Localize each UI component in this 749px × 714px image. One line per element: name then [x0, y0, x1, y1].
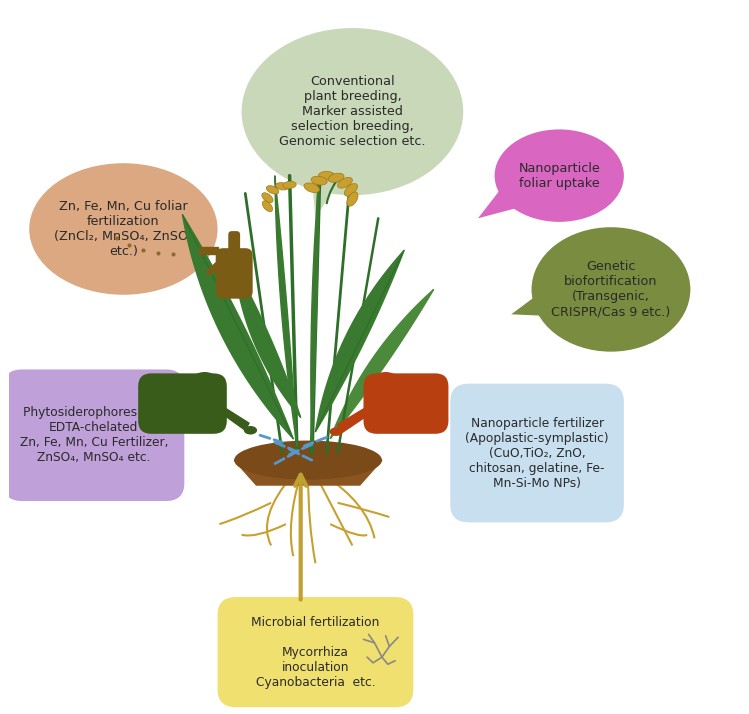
- Ellipse shape: [494, 129, 624, 222]
- Ellipse shape: [318, 171, 335, 180]
- Polygon shape: [315, 251, 404, 432]
- Polygon shape: [275, 176, 297, 446]
- Ellipse shape: [276, 183, 289, 190]
- Polygon shape: [311, 176, 319, 446]
- Ellipse shape: [234, 441, 382, 480]
- Polygon shape: [330, 289, 434, 439]
- Polygon shape: [198, 247, 218, 254]
- Ellipse shape: [262, 201, 273, 211]
- Polygon shape: [311, 166, 342, 218]
- FancyBboxPatch shape: [217, 597, 413, 708]
- Ellipse shape: [347, 192, 358, 206]
- Ellipse shape: [242, 28, 463, 195]
- Polygon shape: [183, 215, 294, 439]
- Text: Nanoparticle
foliar uptake: Nanoparticle foliar uptake: [518, 161, 600, 190]
- Text: Phytosiderophores and
EDTA-chelated
Zn, Fe, Mn, Cu Fertilizer,
ZnSO₄, MnSO₄ etc.: Phytosiderophores and EDTA-chelated Zn, …: [19, 406, 168, 464]
- FancyBboxPatch shape: [450, 383, 624, 523]
- Ellipse shape: [243, 426, 257, 435]
- Ellipse shape: [330, 428, 343, 436]
- Ellipse shape: [29, 164, 217, 295]
- Polygon shape: [512, 286, 557, 316]
- Text: Zn, Fe, Mn, Cu foliar
fertilization
(ZnCl₂, MnSO₄, ZnSO₄
etc.): Zn, Fe, Mn, Cu foliar fertilization (ZnC…: [54, 200, 193, 258]
- Text: Nanoparticle fertilizer
(Apoplastic-symplastic)
(CuO,TiO₂, ZnO,
chitosan, gelati: Nanoparticle fertilizer (Apoplastic-symp…: [465, 416, 609, 490]
- Polygon shape: [219, 407, 249, 431]
- FancyBboxPatch shape: [216, 248, 252, 298]
- Text: Microbial fertilization

Mycorrhiza
inoculation
Cyanobacteria  etc.: Microbial fertilization Mycorrhiza inocu…: [251, 615, 380, 689]
- FancyBboxPatch shape: [228, 231, 240, 252]
- Polygon shape: [478, 178, 524, 218]
- Ellipse shape: [283, 181, 297, 188]
- Polygon shape: [234, 265, 300, 418]
- FancyBboxPatch shape: [363, 373, 449, 434]
- Ellipse shape: [328, 174, 344, 182]
- Ellipse shape: [345, 183, 357, 196]
- Text: Conventional
plant breeding,
Marker assisted
selection breeding,
Genomic selecti: Conventional plant breeding, Marker assi…: [279, 75, 425, 148]
- Ellipse shape: [532, 227, 691, 352]
- FancyBboxPatch shape: [3, 369, 184, 501]
- Ellipse shape: [267, 186, 279, 194]
- Polygon shape: [178, 238, 212, 275]
- Ellipse shape: [311, 176, 327, 185]
- Text: Genetic
biofortification
(Transgenic,
CRISPR/Cas 9 etc.): Genetic biofortification (Transgenic, CR…: [551, 261, 670, 318]
- Polygon shape: [234, 460, 382, 485]
- FancyBboxPatch shape: [138, 373, 227, 434]
- Ellipse shape: [262, 193, 273, 203]
- Ellipse shape: [304, 183, 320, 193]
- Ellipse shape: [338, 177, 352, 188]
- Polygon shape: [206, 261, 222, 275]
- Polygon shape: [338, 407, 371, 433]
